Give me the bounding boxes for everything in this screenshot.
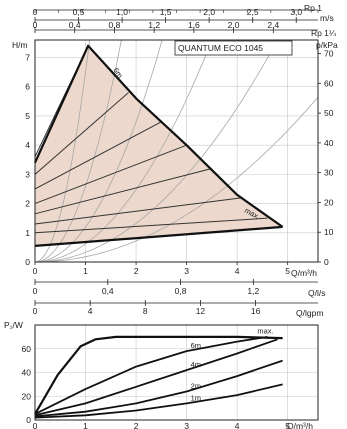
speed-line: [34, 217, 268, 234]
hq-chart: 0123450123456701020304050607000,51,01,52…: [25, 7, 333, 276]
top-axis-2-label: 16: [251, 306, 261, 316]
y-tick-label: 3: [25, 169, 30, 179]
x-tick-label: 1: [83, 266, 88, 276]
x-axis-label: Q/m³/h: [291, 268, 317, 278]
y-axis-label: H/m: [12, 40, 28, 50]
top-axis-1-label: 1,0: [116, 7, 128, 17]
power-curve-label: max.: [257, 326, 273, 335]
y-right-tick-label: 30: [324, 168, 334, 178]
x-tick-label: 4: [235, 266, 240, 276]
min-curve: [34, 225, 283, 247]
power-curve-label: 4m: [191, 360, 201, 369]
top-axis-2-label: 4: [88, 306, 93, 316]
x-tick-label: 0: [33, 266, 38, 276]
top-axis-1-unit: m/s: [320, 13, 334, 23]
bottom-y-axis-label: P₁/W: [4, 320, 23, 330]
x-tick-label: 5: [285, 421, 290, 429]
top-axis-1-label: 0,8: [175, 286, 187, 296]
top-axis-1-label: 0: [33, 286, 38, 296]
x-tick-label: 2: [134, 266, 139, 276]
top-axis-2-label: 1,6: [188, 20, 200, 30]
power-curve: [34, 383, 283, 419]
top-axis-2-label: 2,0: [228, 20, 240, 30]
x-tick-label: 3: [184, 266, 189, 276]
top-axis-1-label: 2,0: [203, 7, 215, 17]
x-tick-label: 2: [134, 421, 139, 429]
top-axis-2-label: 1,2: [148, 20, 160, 30]
title-box: [174, 40, 293, 56]
top-axis-2-unit: Rp 1: [304, 3, 322, 13]
y-tick-label: 60: [22, 344, 32, 354]
top-axis-2-label: 0: [33, 306, 38, 316]
power-curve: [34, 338, 278, 417]
y-tick-label: 0: [25, 257, 30, 267]
speed-line: [34, 197, 243, 225]
top-axis-1-label: 1,5: [160, 7, 172, 17]
y-tick-label: 2: [25, 199, 30, 209]
power-curve-label: 6m: [191, 341, 201, 350]
chart-title: QUANTUM ECO 1045: [178, 43, 263, 53]
y-right-tick-label: 50: [324, 108, 334, 118]
system-curve: [35, 40, 213, 262]
power-curve-label: 2m: [191, 382, 201, 391]
power-curve-label: 1m: [191, 393, 201, 402]
x-tick-label: 0: [33, 421, 38, 429]
y-right-tick-label: 10: [324, 227, 334, 237]
top-axis-2-label: 0: [33, 20, 38, 30]
top-axis-1-label: 1,2: [247, 286, 259, 296]
plot-frame: [34, 39, 319, 263]
x-tick-label: 3: [184, 421, 189, 429]
speed-line: [34, 121, 162, 190]
system-curve: [35, 40, 278, 262]
top-axis-2-label: 0,4: [69, 20, 81, 30]
bottom-top-axis-2-unit: Q/lgpm: [296, 308, 323, 318]
y-tick-label: 0: [26, 415, 31, 425]
plot-frame: [34, 324, 319, 421]
top-axis-1-label: 2,5: [247, 7, 259, 17]
y-tick-label: 40: [22, 368, 32, 378]
top-axis-1-label: 0,5: [73, 7, 85, 17]
bottom-x-axis-label: Q/m³/h: [287, 421, 313, 429]
power-curve: [34, 335, 283, 415]
x-tick-label: 1: [83, 421, 88, 429]
x-tick-label: 5: [285, 266, 290, 276]
top-axis-2-label: 8: [143, 306, 148, 316]
y-right-tick-label: 40: [324, 138, 334, 148]
system-curve: [35, 96, 318, 262]
top-axis-2-label: 2,4: [267, 20, 279, 30]
y-tick-label: 5: [25, 111, 30, 121]
bottom-top-axis-1-unit: Q/l/s: [308, 288, 325, 298]
power-curve: [34, 336, 268, 415]
power-curve: [34, 359, 283, 418]
y-right-tick-label: 20: [324, 197, 334, 207]
y-tick-label: 7: [25, 53, 30, 63]
system-curve: [35, 40, 122, 262]
max-curve: [33, 44, 284, 228]
top-axis-3-unit: Rp 1¼: [311, 28, 337, 38]
speed-line: [34, 144, 187, 205]
y-right-tick-label: 0: [324, 257, 329, 267]
system-curve: [35, 40, 91, 262]
top-axis-1-label: 0,4: [102, 286, 114, 296]
x-tick-label: 4: [235, 421, 240, 429]
y-tick-label: 6: [25, 82, 30, 92]
y-tick-label: 4: [25, 140, 30, 150]
top-axis-1-label: 3,0: [290, 7, 302, 17]
top-axis-2-label: 0,8: [109, 20, 121, 30]
y-right-axis-label: p/kPa: [316, 40, 338, 50]
y-tick-label: 20: [22, 391, 32, 401]
y-right-tick-label: 70: [324, 49, 334, 59]
y-right-tick-label: 60: [324, 78, 334, 88]
operating-area: [35, 45, 283, 246]
y-tick-label: 1: [25, 228, 30, 238]
top-axis-2-label: 12: [196, 306, 206, 316]
speed-line: [34, 168, 212, 215]
speed-line: [34, 92, 129, 175]
